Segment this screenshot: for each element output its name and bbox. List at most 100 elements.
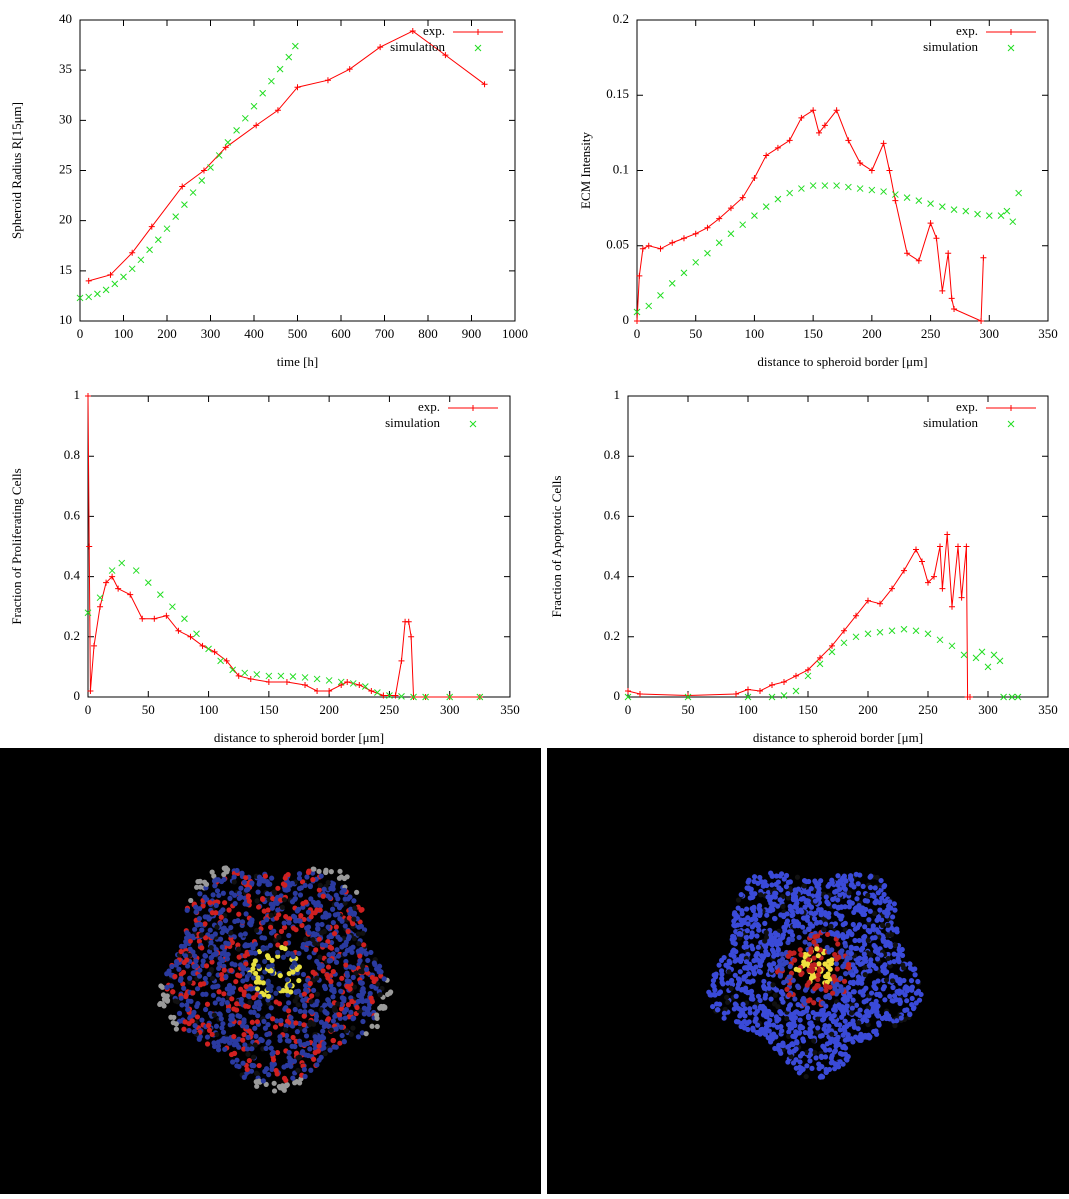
cell bbox=[330, 920, 336, 926]
cell bbox=[338, 988, 344, 994]
cell bbox=[196, 938, 203, 944]
cell bbox=[299, 922, 305, 928]
cell bbox=[216, 989, 222, 995]
data-point bbox=[253, 671, 261, 678]
data-point bbox=[193, 630, 200, 638]
cell bbox=[288, 1015, 294, 1021]
cell bbox=[848, 1010, 855, 1016]
cell bbox=[273, 990, 279, 996]
cell bbox=[818, 1054, 825, 1060]
cell bbox=[192, 926, 198, 933]
data-point bbox=[845, 183, 852, 191]
cell bbox=[738, 958, 744, 965]
data-point bbox=[128, 265, 136, 273]
cell bbox=[248, 986, 254, 992]
cell bbox=[238, 885, 244, 891]
cell bbox=[342, 951, 348, 957]
cell bbox=[896, 988, 902, 994]
data-point bbox=[924, 630, 932, 638]
cell bbox=[229, 939, 235, 946]
cell bbox=[184, 957, 190, 963]
cell bbox=[837, 1027, 843, 1033]
cell bbox=[309, 1009, 315, 1015]
cell bbox=[320, 1035, 327, 1041]
cell bbox=[286, 1049, 292, 1056]
cell bbox=[748, 988, 755, 994]
cell bbox=[907, 1011, 913, 1018]
cell bbox=[333, 959, 340, 965]
cell bbox=[231, 1050, 237, 1057]
data-point bbox=[410, 693, 417, 701]
cell bbox=[330, 951, 336, 957]
cell bbox=[269, 1066, 275, 1072]
cell bbox=[249, 880, 255, 886]
cell bbox=[236, 890, 242, 896]
cell bbox=[178, 943, 185, 949]
cell bbox=[228, 930, 234, 936]
cell bbox=[314, 975, 320, 981]
cell bbox=[762, 938, 768, 944]
cell bbox=[255, 889, 261, 895]
cell bbox=[742, 1006, 748, 1012]
data-point bbox=[716, 215, 723, 222]
cell bbox=[187, 975, 193, 981]
data-point bbox=[222, 144, 229, 151]
x-tick-label: 500 bbox=[288, 326, 308, 341]
data-point bbox=[326, 687, 333, 694]
cell bbox=[828, 1055, 834, 1061]
data-point bbox=[405, 618, 412, 625]
cell bbox=[732, 972, 738, 978]
cell bbox=[357, 953, 363, 959]
cell bbox=[307, 883, 313, 890]
cell bbox=[231, 879, 237, 885]
cell bbox=[312, 971, 318, 977]
cell bbox=[284, 1062, 290, 1069]
cell bbox=[895, 956, 901, 962]
cell bbox=[724, 994, 730, 1000]
cell bbox=[275, 907, 281, 913]
cell bbox=[744, 944, 750, 950]
cell bbox=[184, 930, 190, 936]
cell bbox=[282, 1027, 288, 1033]
cell bbox=[221, 991, 227, 997]
cell bbox=[231, 1033, 237, 1040]
cell bbox=[739, 911, 745, 917]
cell bbox=[351, 935, 357, 942]
cell bbox=[236, 911, 242, 917]
cell bbox=[316, 887, 322, 893]
cell bbox=[814, 919, 820, 926]
cell bbox=[794, 874, 801, 880]
y-tick-label: 30 bbox=[59, 111, 72, 126]
data-point bbox=[175, 627, 182, 634]
cell bbox=[750, 1027, 756, 1033]
data-point bbox=[657, 245, 664, 252]
cell bbox=[850, 1021, 856, 1027]
cell bbox=[332, 1007, 338, 1013]
data-point bbox=[868, 167, 875, 174]
cell bbox=[302, 1073, 308, 1080]
data-point bbox=[85, 393, 91, 399]
cell bbox=[216, 965, 222, 972]
cell bbox=[264, 953, 271, 959]
cell bbox=[864, 1018, 870, 1024]
cell bbox=[210, 892, 216, 898]
cell bbox=[729, 936, 735, 943]
data-point bbox=[398, 693, 405, 700]
cell bbox=[197, 967, 203, 973]
cell bbox=[766, 985, 772, 991]
cell bbox=[252, 941, 259, 947]
legend-marker bbox=[474, 44, 482, 52]
cell bbox=[828, 1036, 835, 1042]
cell bbox=[221, 876, 227, 883]
cell bbox=[816, 886, 822, 892]
cell bbox=[834, 966, 840, 972]
cell bbox=[285, 886, 291, 893]
x-tick-label: 50 bbox=[682, 702, 695, 717]
data-point bbox=[828, 648, 836, 656]
x-tick-label: 1000 bbox=[502, 326, 528, 341]
cell bbox=[371, 960, 377, 966]
data-point bbox=[877, 600, 883, 607]
data-point bbox=[368, 687, 375, 694]
cell bbox=[833, 1036, 839, 1042]
data-point bbox=[380, 692, 387, 699]
